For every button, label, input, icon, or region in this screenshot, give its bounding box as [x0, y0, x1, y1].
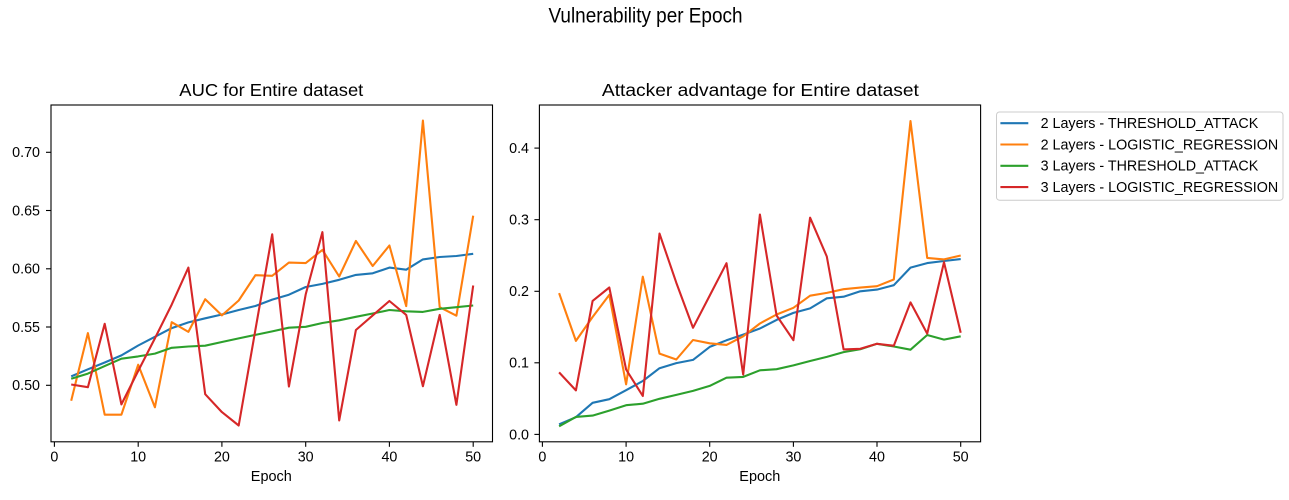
svg-text:20: 20 [214, 450, 230, 466]
svg-text:0.65: 0.65 [12, 203, 40, 219]
svg-text:0.70: 0.70 [12, 145, 40, 161]
svg-text:0.60: 0.60 [12, 262, 40, 278]
svg-text:30: 30 [785, 450, 801, 466]
svg-text:50: 50 [465, 450, 481, 466]
svg-text:Attacker advantage for Entire: Attacker advantage for Entire dataset [602, 80, 919, 100]
svg-text:2 Layers - THRESHOLD_ATTACK: 2 Layers - THRESHOLD_ATTACK [1041, 116, 1259, 132]
svg-text:10: 10 [130, 450, 146, 466]
svg-text:40: 40 [869, 450, 885, 466]
svg-text:Epoch: Epoch [739, 469, 780, 485]
svg-text:0: 0 [538, 450, 546, 466]
svg-text:0.0: 0.0 [509, 427, 529, 443]
svg-text:Vulnerability per Epoch: Vulnerability per Epoch [549, 4, 743, 28]
svg-text:0.55: 0.55 [12, 320, 40, 336]
svg-text:50: 50 [953, 450, 969, 466]
svg-text:2 Layers - LOGISTIC_REGRESSION: 2 Layers - LOGISTIC_REGRESSION [1041, 137, 1279, 153]
svg-text:AUC for Entire dataset: AUC for Entire dataset [179, 80, 363, 100]
svg-text:3 Layers - LOGISTIC_REGRESSION: 3 Layers - LOGISTIC_REGRESSION [1041, 180, 1279, 196]
svg-text:40: 40 [381, 450, 397, 466]
svg-text:0: 0 [50, 450, 58, 466]
svg-text:0.4: 0.4 [509, 141, 529, 157]
svg-text:0.1: 0.1 [509, 356, 529, 372]
svg-text:Epoch: Epoch [251, 469, 292, 485]
svg-text:0.2: 0.2 [509, 284, 529, 300]
svg-text:30: 30 [298, 450, 314, 466]
svg-text:10: 10 [618, 450, 634, 466]
svg-text:0.3: 0.3 [509, 213, 529, 229]
svg-text:20: 20 [702, 450, 718, 466]
svg-text:0.50: 0.50 [12, 378, 40, 394]
svg-text:3 Layers - THRESHOLD_ATTACK: 3 Layers - THRESHOLD_ATTACK [1041, 159, 1259, 175]
